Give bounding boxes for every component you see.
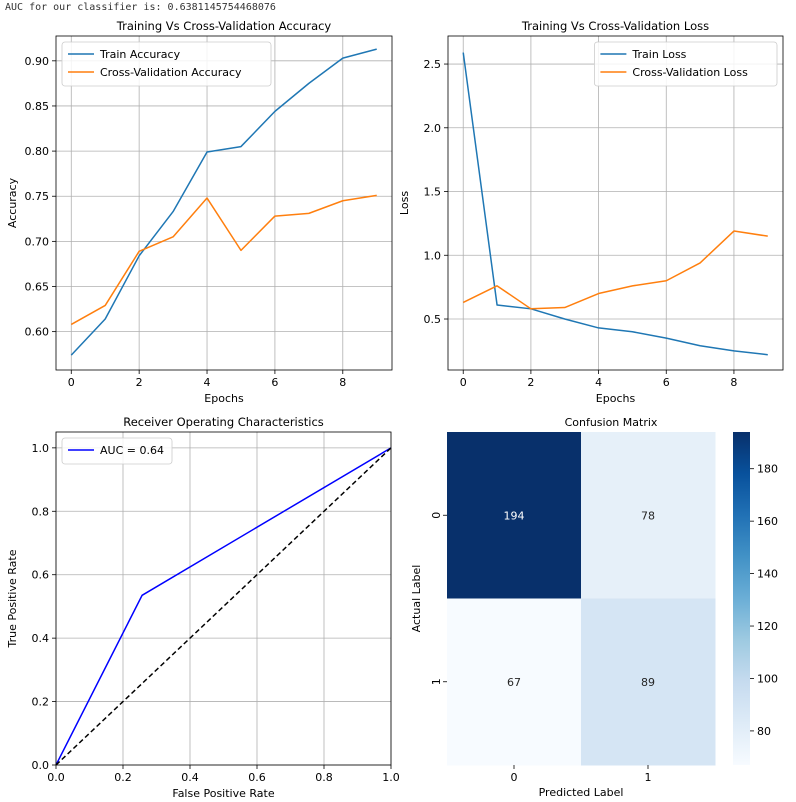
legend-label: Cross-Validation Loss — [632, 66, 748, 79]
colorbar: 80 100 120 140 160 180 — [733, 432, 778, 765]
x-tick-label: 4 — [204, 376, 211, 389]
chart-2: 0.0 0.2 0.4 0.6 0.8 1.0 0.0 0.2 0.4 0.6 0.8 1.0 Rece… — [6, 415, 400, 800]
axes-frame — [55, 431, 392, 766]
y-tick-label: 2.0 — [424, 122, 442, 135]
stdout-line: AUC for our classifier is: 0.63811457544… — [5, 2, 276, 13]
y-tick-label: 1.0 — [424, 249, 442, 262]
heatmap-cell — [447, 598, 582, 766]
x-tick-label: 8 — [339, 376, 346, 389]
cell-value-label: 78 — [641, 509, 655, 522]
cell-value-label: 194 — [504, 509, 525, 522]
y-tick-label: 2.5 — [424, 58, 442, 71]
cell-value-label: 67 — [507, 676, 521, 689]
cell-value-label: 89 — [641, 676, 655, 689]
x-tick-label: 4 — [595, 376, 602, 389]
x-tick-label: 8 — [730, 376, 737, 389]
y-tick-label: 1.0 — [32, 442, 50, 455]
legend-label: Cross-Validation Accuracy — [100, 66, 242, 79]
y-tick-label: 0.70 — [25, 235, 50, 248]
colorbar-tick-label: 100 — [757, 672, 778, 685]
chart-0: 0 2 4 6 8 0.60 0.65 0.70 0.75 0.80 0.85 0.90 Trainin… — [6, 19, 393, 405]
legend-box — [61, 41, 272, 87]
x-tick-label: 6 — [271, 376, 278, 389]
chart-title: Training Vs Cross-Validation Loss — [521, 19, 709, 33]
x-axis-label: False Positive Rate — [172, 787, 274, 800]
y-tick-label: 1 — [430, 678, 443, 685]
legend-label: Train Accuracy — [99, 48, 181, 61]
x-tick-label: 2 — [136, 376, 143, 389]
y-tick-label: 0.80 — [25, 145, 50, 158]
x-tick-label: 0 — [511, 771, 518, 784]
x-tick-label: 2 — [527, 376, 534, 389]
y-axis-label: Accuracy — [6, 177, 19, 228]
axes-frame — [55, 35, 393, 371]
chart-title: Receiver Operating Characteristics — [123, 415, 324, 429]
y-tick-label: 0.4 — [32, 632, 50, 645]
series-line — [462, 52, 768, 356]
y-tick-label: 0.75 — [25, 190, 50, 203]
y-tick-label: 0.85 — [25, 100, 50, 113]
axes-frame — [447, 35, 784, 371]
x-tick-label: 6 — [663, 376, 670, 389]
legend-label: AUC = 0.64 — [100, 444, 164, 457]
x-axis-label: Epochs — [596, 392, 636, 405]
chart-title: Confusion Matrix — [565, 416, 658, 429]
heatmap-cell — [581, 432, 716, 599]
heatmap-cell — [447, 432, 582, 599]
y-tick-label: 0.0 — [32, 759, 50, 772]
y-axis-label: True Positive Rate — [6, 549, 19, 648]
x-axis-label: Predicted Label — [539, 786, 624, 799]
legend-label: Train Loss — [631, 48, 686, 61]
y-tick-label: 0 — [430, 512, 443, 519]
series-line — [55, 447, 392, 766]
y-tick-label: 0.90 — [25, 55, 50, 68]
colorbar-gradient — [733, 432, 750, 765]
chart-3: 194 78 67 89 0 1 0 1 Confusion Matrix Predicted L… — [410, 416, 778, 799]
x-tick-label: 0.2 — [114, 771, 132, 784]
legend-box — [61, 437, 173, 465]
diagonal-reference-line — [55, 447, 392, 766]
colorbar-tick-label: 180 — [757, 463, 778, 476]
legend: AUC = 0.64 — [61, 437, 173, 465]
y-tick-label: 0.8 — [32, 505, 50, 518]
y-tick-label: 0.60 — [25, 326, 50, 339]
legend: Train Loss Cross-Validation Loss — [594, 41, 778, 87]
x-tick-label: 0.8 — [315, 771, 333, 784]
x-tick-label: 0 — [460, 376, 467, 389]
x-tick-label: 0.6 — [248, 771, 266, 784]
y-tick-label: 1.5 — [424, 186, 442, 199]
y-axis-label: Loss — [398, 191, 411, 215]
x-tick-label: 0 — [68, 376, 75, 389]
series-line — [70, 48, 377, 356]
chart-1: 0 2 4 6 8 0.5 1.0 1.5 2.0 2.5 Training Vs Cross-Va… — [398, 19, 784, 405]
x-tick-label: 1 — [645, 771, 652, 784]
x-tick-label: 0.0 — [47, 771, 65, 784]
x-tick-label: 0.4 — [181, 771, 199, 784]
x-axis-label: Epochs — [204, 392, 244, 405]
y-tick-label: 0.6 — [32, 569, 50, 582]
chart-title: Training Vs Cross-Validation Accuracy — [116, 19, 332, 33]
y-tick-label: 0.65 — [25, 281, 50, 294]
heatmap-cell — [581, 598, 716, 766]
colorbar-tick-label: 80 — [757, 725, 771, 738]
x-tick-label: 1.0 — [382, 771, 400, 784]
legend: Train Accuracy Cross-Validation Accuracy — [61, 41, 272, 87]
series-line — [70, 194, 377, 326]
y-tick-label: 0.5 — [424, 313, 442, 326]
colorbar-tick-label: 160 — [757, 515, 778, 528]
series-line — [462, 230, 768, 310]
legend-box — [594, 41, 778, 87]
colorbar-tick-label: 120 — [757, 620, 778, 633]
y-tick-label: 0.2 — [32, 696, 50, 709]
colorbar-tick-label: 140 — [757, 568, 778, 581]
y-axis-label: Actual Label — [410, 565, 423, 633]
